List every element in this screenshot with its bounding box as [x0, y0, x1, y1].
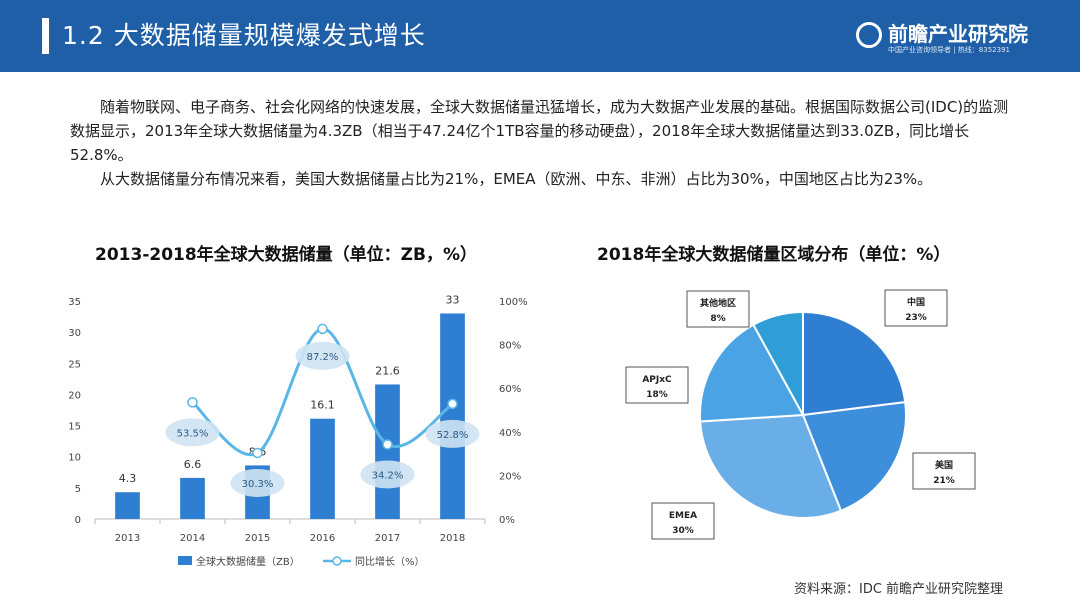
pie-callout-value: 8%: [710, 314, 725, 324]
growth-label-bubble: [295, 341, 350, 370]
y2-axis-tick-label: 60%: [499, 384, 521, 395]
y2-axis-tick-label: 40%: [499, 428, 521, 439]
pie-callout-box: [884, 289, 948, 327]
legend-line-label: 同比增长（%）: [355, 555, 425, 568]
page-title: 1.2 大数据储量规模爆发式增长: [62, 21, 426, 50]
pie-slice-其他地区: [752, 310, 804, 416]
header-bar: 1.2 大数据储量规模爆发式增长 前瞻产业研究院 中国产业咨询领导者 | 热线：…: [0, 0, 1080, 72]
bar-data-label: 33: [446, 293, 460, 306]
pie-callout-value: 18%: [646, 390, 668, 400]
pie-callout-value: 23%: [905, 313, 927, 323]
growth-label-bubble: [165, 418, 220, 447]
intro-paragraph-2: 从大数据储量分布情况来看，美国大数据储量占比为21%，EMEA（欧洲、中东、非洲…: [100, 170, 933, 188]
brand-logo: 前瞻产业研究院 中国产业咨询领导者 | 热线：8352391: [856, 18, 1056, 58]
growth-data-label: 52.8%: [437, 430, 469, 441]
growth-data-label: 34.2%: [372, 470, 404, 481]
y2-axis-tick-label: 80%: [499, 341, 521, 352]
bar-2014: [180, 477, 205, 519]
y-axis-tick-label: 10: [68, 453, 81, 464]
y-axis-tick-label: 35: [68, 297, 81, 308]
pie-callout-box: [686, 290, 750, 328]
y2-axis-tick-label: 20%: [499, 471, 521, 482]
growth-data-label: 53.5%: [177, 428, 209, 439]
y-axis-tick-label: 5: [75, 484, 81, 495]
y-axis-tick-label: 0: [75, 515, 81, 526]
bar-data-label: 4.3: [119, 472, 137, 485]
intro-paragraph-1: 随着物联网、电子商务、社会化网络的快速发展，全球大数据储量迅猛增长，成为大数据产…: [70, 98, 1009, 164]
pie-callout-name: APJxC: [642, 375, 672, 385]
pie-callout-box: [625, 366, 689, 404]
x-axis-tick-label: 2015: [245, 533, 270, 544]
source-note: 资料来源：IDC 前瞻产业研究院整理: [794, 582, 1004, 597]
pie-slice-APJxC: [699, 323, 805, 423]
bar-data-label: 16.1: [310, 399, 335, 412]
legend-bar-swatch: [178, 556, 192, 565]
y-axis-tick-label: 30: [68, 328, 81, 339]
x-axis-tick-label: 2013: [115, 533, 140, 544]
y-axis-tick-label: 25: [68, 359, 81, 370]
growth-point-2017: [382, 439, 393, 450]
logo-icon: [856, 22, 882, 48]
growth-point-2014: [187, 397, 198, 408]
bar-2017: [375, 384, 400, 519]
growth-point-2015: [252, 447, 263, 459]
pie-callout-box: [912, 452, 976, 490]
y2-axis-tick-label: 100%: [499, 297, 528, 308]
growth-data-label: 30.3%: [242, 479, 274, 490]
bar-chart-title: 2013-2018年全球大数据储量（单位：ZB，%）: [95, 245, 478, 265]
bar-2013: [115, 492, 140, 519]
growth-label-bubble: [425, 419, 480, 448]
pie-slice-美国: [801, 400, 907, 513]
bar-2016: [310, 418, 335, 519]
bar-data-label: 6.6: [184, 458, 202, 471]
growth-label-bubble: [360, 460, 415, 489]
growth-point-2018: [447, 398, 458, 410]
pie-callout-name: 其他地区: [700, 297, 736, 309]
pie-callout-name: 中国: [907, 296, 925, 308]
logo-subtitle: 中国产业咨询领导者 | 热线：8352391: [888, 46, 1010, 54]
pie-callout-value: 21%: [933, 476, 955, 486]
pie-slice-中国: [802, 310, 907, 417]
y2-axis-tick-label: 0%: [499, 515, 515, 526]
pie-slice-EMEA: [699, 413, 843, 519]
bar-2018: [440, 313, 465, 519]
y-axis-tick-label: 15: [68, 422, 81, 433]
pie-chart-title: 2018年全球大数据储量区域分布（单位：%）: [597, 245, 951, 265]
pie-callout-name: 美国: [935, 459, 953, 471]
x-axis-tick-label: 2018: [440, 533, 465, 544]
pie-callout-box: [651, 502, 715, 540]
growth-label-bubble: [230, 468, 285, 497]
logo-name: 前瞻产业研究院: [888, 22, 1028, 46]
x-axis-tick-label: 2014: [180, 533, 205, 544]
pie-callout-value: 30%: [672, 526, 694, 536]
pie-callout-name: EMEA: [669, 511, 697, 521]
x-axis-tick-label: 2017: [375, 533, 400, 544]
legend-line-marker: [332, 556, 342, 566]
y-axis-tick-label: 20: [68, 390, 81, 401]
legend-bar-label: 全球大数据储量（ZB）: [196, 555, 300, 568]
bar-data-label: 21.6: [375, 364, 400, 377]
growth-point-2016: [317, 323, 328, 335]
title-accent-bar: [42, 18, 49, 54]
growth-data-label: 87.2%: [307, 352, 339, 363]
x-axis-tick-label: 2016: [310, 533, 335, 544]
